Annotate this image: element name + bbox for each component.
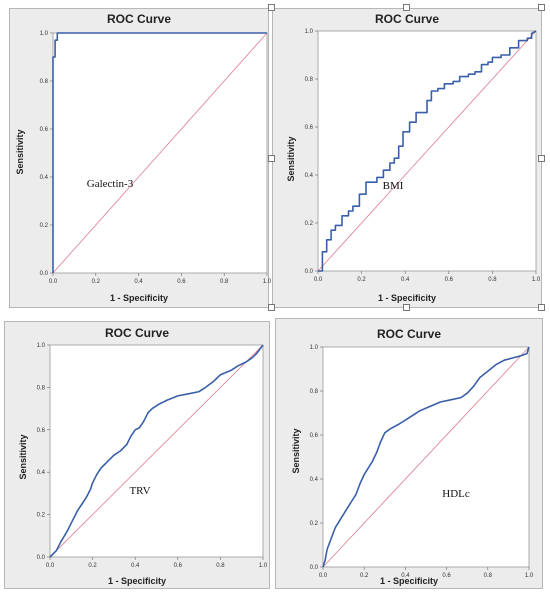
y-tick-label: 1.0 [37, 343, 46, 349]
y-tick-label: 0.6 [37, 428, 46, 434]
y-tick-label: 0.8 [305, 77, 314, 83]
x-tick-label: 0.0 [49, 279, 58, 285]
x-tick-label: 0.4 [134, 279, 143, 285]
chart-title: ROC Curve [376, 327, 441, 341]
reference-line [322, 346, 530, 568]
x-tick-label: 0.2 [92, 279, 101, 285]
variable-annotation: BMI [383, 180, 404, 192]
chart-title: ROC Curve [104, 326, 169, 340]
x-tick-label: 0.6 [174, 563, 183, 569]
resize-handle-bottom-right[interactable] [538, 304, 545, 311]
y-tick-label: 0.8 [40, 79, 49, 85]
roc-curve [52, 32, 267, 273]
variable-annotation: HDLc [442, 488, 470, 500]
y-tick-label: 0.6 [305, 125, 314, 131]
resize-handle-top-mid[interactable] [403, 4, 410, 11]
resize-handle-mid-left[interactable] [268, 155, 275, 162]
x-axis-label: 1 - Specificity [107, 576, 167, 586]
x-tick-label: 1.0 [263, 279, 272, 285]
resize-handle-mid-right[interactable] [538, 155, 545, 162]
x-tick-label: 0.8 [488, 277, 497, 283]
resize-handle-top-left[interactable] [268, 4, 275, 11]
roc-plot: 0.0 0.2 0.4 0.6 0.8 1.0 0.0 0.2 0.4 0.6 0.8 1.0 Gale… [40, 31, 272, 285]
x-axis-label: 1 - Specificity [109, 293, 169, 303]
x-axis-label: 1 - Specificity [377, 293, 437, 303]
roc-plot: 0.0 0.2 0.4 0.6 0.8 1.0 0.0 0.2 0.4 0.6 0.8 1.0 BMI [305, 29, 541, 283]
x-tick-label: 0.6 [445, 277, 454, 283]
x-tick-label: 1.0 [259, 563, 268, 569]
y-tick-label: 0.0 [40, 271, 49, 277]
resize-handle-bottom-left[interactable] [268, 304, 275, 311]
y-tick-label: 0.0 [37, 555, 46, 561]
x-tick-label: 0.8 [484, 573, 493, 579]
roc-curve [318, 30, 537, 272]
x-tick-label: 0.2 [357, 277, 366, 283]
y-tick-label: 0.4 [37, 470, 46, 476]
x-tick-label: 0.0 [314, 277, 323, 283]
x-tick-label: 0.4 [401, 277, 410, 283]
y-tick-label: 0.4 [40, 175, 49, 181]
x-tick-label: 0.0 [319, 573, 328, 579]
y-tick-label: 0.6 [310, 433, 319, 439]
roc-curve [49, 344, 264, 558]
chart-title: ROC Curve [106, 12, 171, 26]
x-tick-label: 0.6 [177, 279, 186, 285]
x-tick-label: 0.2 [360, 573, 369, 579]
y-tick-label: 1.0 [305, 29, 314, 35]
y-tick-label: 0.0 [310, 565, 319, 571]
y-tick-label: 0.8 [310, 389, 319, 395]
x-tick-label: 0.0 [46, 563, 55, 569]
roc-panel-bmi: ROC Curve Sensitivity 1 - Specificity 0.… [272, 8, 542, 308]
x-axis-label: 1 - Specificity [379, 576, 439, 586]
x-tick-label: 0.4 [131, 563, 140, 569]
x-tick-label: 0.6 [442, 573, 451, 579]
resize-handle-bottom-mid[interactable] [403, 304, 410, 311]
reference-line [317, 30, 537, 272]
variable-annotation: TRV [129, 485, 150, 497]
y-tick-label: 0.2 [305, 221, 314, 227]
x-tick-label: 1.0 [525, 573, 534, 579]
y-tick-label: 0.4 [305, 173, 314, 179]
x-tick-label: 0.2 [88, 563, 97, 569]
roc-plot: 0.0 0.2 0.4 0.6 0.8 1.0 0.0 0.2 0.4 0.6 0.8 1.0 TRV [37, 343, 268, 569]
variable-annotation: Galectin-3 [87, 178, 134, 190]
roc-panel-galectin: ROC Curve Sensitivity 1 - Specificity 0.… [9, 8, 272, 308]
roc-panel-hdlc: ROC Curve Sensitivity 1 - Specificity 0.… [275, 318, 543, 589]
y-tick-label: 0.2 [37, 513, 46, 519]
roc-panel-trv: ROC Curve Sensitivity 1 - Specificity 0.… [4, 321, 270, 589]
x-tick-label: 0.8 [220, 279, 229, 285]
roc-plot: 0.0 0.2 0.4 0.6 0.8 1.0 0.0 0.2 0.4 0.6 0.8 1.0 HDLc [310, 345, 534, 579]
resize-handle-top-right[interactable] [538, 4, 545, 11]
y-tick-label: 0.6 [40, 127, 49, 133]
x-tick-label: 0.4 [401, 573, 410, 579]
y-tick-label: 0.2 [40, 223, 49, 229]
y-tick-label: 0.2 [310, 521, 319, 527]
y-tick-label: 0.8 [37, 385, 46, 391]
reference-line [52, 32, 268, 274]
y-tick-label: 0.4 [310, 477, 319, 483]
y-tick-label: 0.0 [305, 269, 314, 275]
x-tick-label: 1.0 [532, 277, 541, 283]
roc-curve [322, 346, 530, 568]
reference-line [49, 344, 264, 558]
x-tick-label: 0.8 [216, 563, 225, 569]
y-tick-label: 1.0 [310, 345, 319, 351]
chart-title: ROC Curve [374, 12, 439, 26]
y-tick-label: 1.0 [40, 31, 49, 37]
